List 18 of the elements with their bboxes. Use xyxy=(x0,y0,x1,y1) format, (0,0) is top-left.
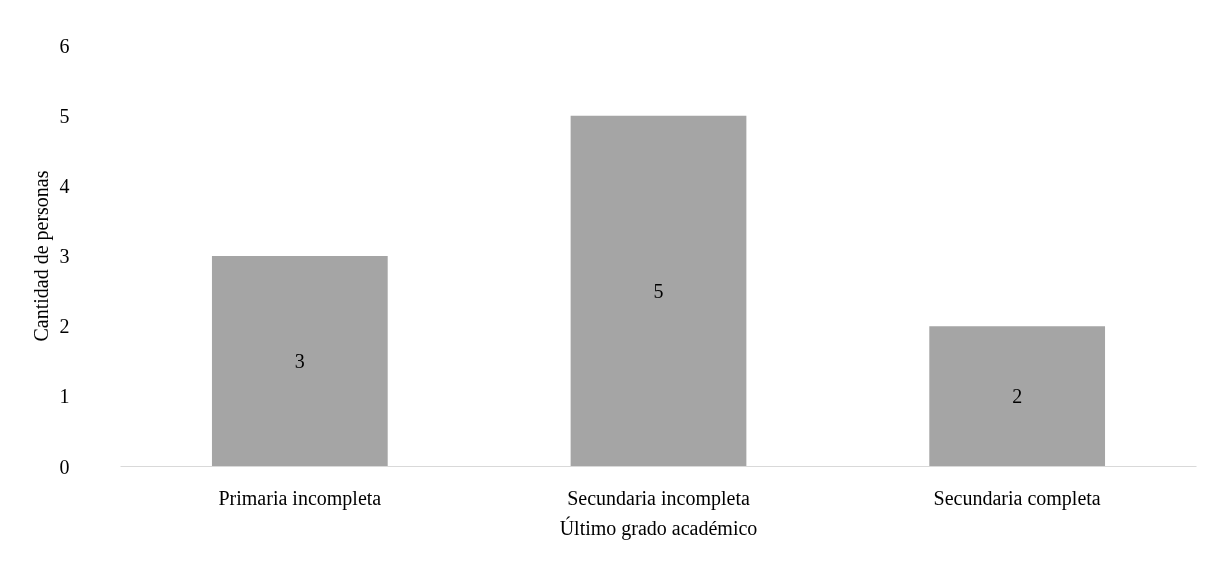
data-label: 2 xyxy=(1012,385,1023,408)
data-label: 3 xyxy=(294,350,305,373)
x-tick-label: Primaria incompleta xyxy=(218,486,382,510)
y-tick-label: 0 xyxy=(59,455,70,478)
bar xyxy=(211,256,388,467)
y-tick-label: 5 xyxy=(59,104,70,127)
y-tick-label: 6 xyxy=(59,34,70,57)
bar xyxy=(570,115,747,467)
x-tick-label: Secundaria completa xyxy=(933,486,1101,510)
y-tick-label: 1 xyxy=(59,385,70,408)
y-tick-label: 2 xyxy=(59,315,70,338)
x-axis-title: Último grado académico xyxy=(559,515,758,540)
bar xyxy=(929,326,1106,467)
data-label: 5 xyxy=(653,280,664,303)
y-tick-label: 3 xyxy=(59,245,70,267)
x-tick-label: Secundaria incompleta xyxy=(567,486,750,510)
y-tick-label: 4 xyxy=(59,174,70,197)
y-axis-title: Cantidad de personas xyxy=(29,170,53,342)
